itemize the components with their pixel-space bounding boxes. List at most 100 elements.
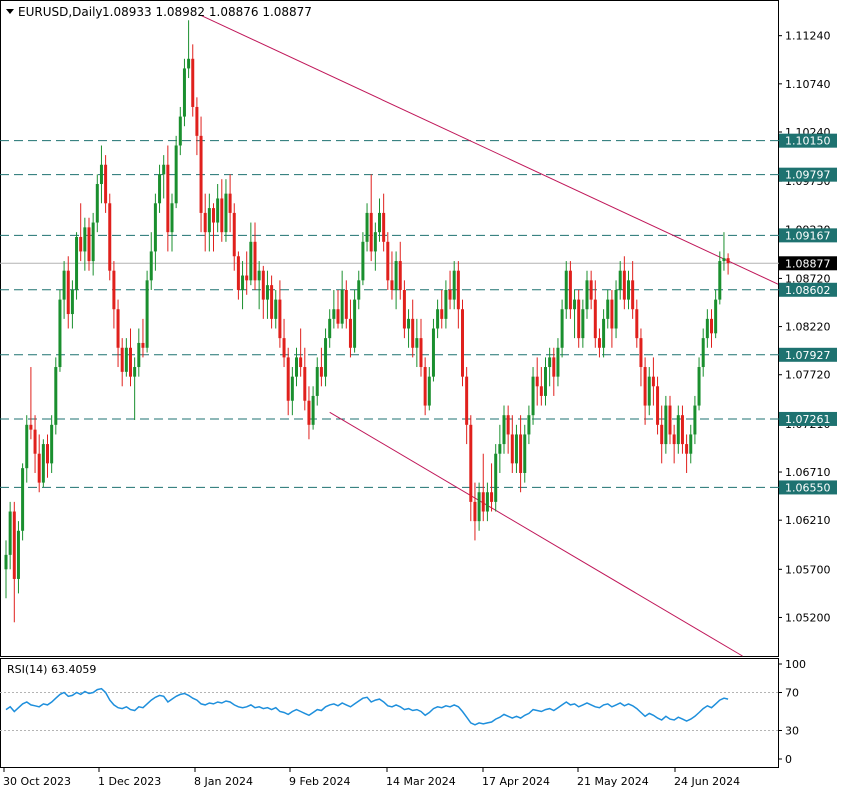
- candle: [705, 309, 709, 348]
- candle-body: [589, 280, 593, 300]
- candle: [348, 299, 352, 358]
- candle: [66, 256, 70, 329]
- candle-body: [531, 376, 535, 416]
- candle: [299, 328, 303, 377]
- candle-body: [178, 116, 182, 146]
- level-price-badge: [779, 167, 837, 182]
- candle: [689, 424, 693, 464]
- candle: [631, 261, 635, 319]
- candle: [394, 251, 398, 310]
- candle-body: [726, 258, 730, 263]
- candle: [597, 328, 601, 358]
- candle-body: [510, 434, 514, 464]
- time-tick-label: 9 Feb 2024: [289, 775, 350, 788]
- candle-body: [365, 212, 369, 242]
- candle: [249, 222, 253, 286]
- candle-body: [108, 203, 112, 271]
- candle-body: [643, 367, 647, 406]
- candle: [452, 261, 456, 310]
- trendline[interactable]: [329, 411, 743, 657]
- rsi-tick-label: 0: [785, 753, 792, 766]
- candle: [286, 347, 290, 416]
- candle: [568, 261, 572, 319]
- candle: [402, 280, 406, 339]
- candle-body: [544, 367, 547, 396]
- candle: [116, 299, 120, 368]
- candle: [651, 357, 655, 406]
- candle-body: [473, 501, 477, 522]
- price-tick-label: 1.05700: [785, 563, 831, 576]
- candle-body: [560, 309, 564, 348]
- candle-body: [124, 347, 128, 372]
- candle-body: [4, 554, 8, 570]
- candle: [672, 424, 676, 464]
- candle: [153, 193, 157, 271]
- candle-body: [104, 164, 108, 204]
- candle-body: [490, 492, 494, 502]
- candle: [162, 155, 166, 199]
- candle: [552, 347, 556, 396]
- candle-body: [112, 270, 116, 310]
- candle: [241, 261, 245, 310]
- rsi-header: RSI(14) 63.4059: [7, 663, 96, 676]
- level-price-badge: [779, 411, 837, 426]
- candle-body: [689, 434, 693, 454]
- candle-body: [348, 318, 352, 348]
- candle: [440, 289, 444, 329]
- candle-body: [149, 251, 153, 281]
- candle: [461, 299, 464, 387]
- candle-body: [610, 299, 614, 329]
- candle-body: [660, 424, 664, 445]
- candle: [290, 367, 294, 416]
- candle: [407, 309, 411, 348]
- candle-body: [324, 338, 328, 377]
- candle: [16, 521, 20, 594]
- candle-body: [182, 68, 186, 117]
- candle: [606, 289, 610, 329]
- candle-body: [614, 289, 618, 329]
- candle-body: [373, 232, 377, 252]
- candle-body: [29, 424, 33, 430]
- candle-body: [41, 444, 45, 483]
- candle-body: [207, 208, 211, 233]
- level-price-badge: [779, 347, 837, 362]
- candle-body: [378, 212, 381, 233]
- candle: [295, 347, 298, 387]
- candle-body: [506, 415, 510, 435]
- candle: [485, 482, 489, 522]
- symbol-timeframe: EURUSD,Daily: [18, 5, 103, 19]
- candle-body: [170, 203, 174, 233]
- time-axis: 30 Oct 2023 1 Dec 2023 8 Jan 2024 9 Feb 202…: [3, 768, 740, 788]
- candle: [431, 318, 435, 382]
- candle: [685, 434, 689, 473]
- candle-body: [419, 338, 423, 368]
- candle: [593, 280, 597, 348]
- candle: [469, 415, 473, 522]
- candle: [328, 309, 332, 348]
- candle: [95, 174, 99, 233]
- candle-body: [66, 270, 70, 315]
- candle: [315, 357, 319, 406]
- rsi-tick-label: 70: [785, 687, 799, 700]
- candle: [203, 193, 207, 252]
- collapse-triangle-icon[interactable]: [6, 9, 14, 14]
- candle: [523, 424, 527, 483]
- level-price-badge: [779, 228, 837, 243]
- candle-body: [99, 164, 103, 185]
- candle-body: [195, 106, 199, 136]
- candle: [212, 203, 215, 252]
- candle-body: [353, 299, 357, 348]
- price-tick-label: 1.06710: [785, 466, 831, 479]
- candle-body: [498, 444, 502, 454]
- candle-body: [436, 309, 440, 329]
- candle-body: [270, 285, 274, 319]
- candle: [149, 232, 153, 290]
- time-tick-label: 1 Dec 2023: [98, 775, 161, 788]
- candle: [423, 357, 427, 416]
- candle: [697, 357, 701, 411]
- trendline[interactable]: [200, 14, 779, 285]
- candle: [514, 424, 518, 473]
- candle-body: [50, 424, 54, 464]
- candle: [664, 395, 668, 454]
